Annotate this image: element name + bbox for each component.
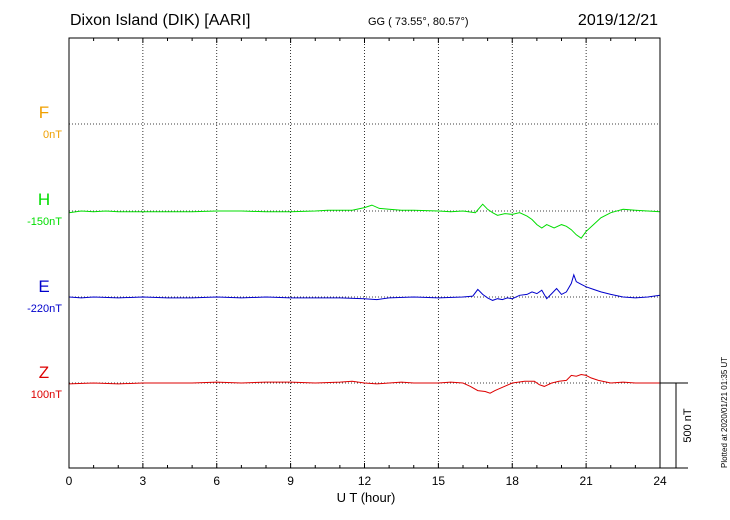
series-labels: F 0nT H -150nT E -220nT Z 100nT: [27, 103, 62, 401]
x-tick-label: 21: [579, 474, 593, 488]
chart-date: 2019/12/21: [577, 12, 658, 29]
series-lines: [68, 203, 661, 394]
x-tick-label: 18: [506, 474, 520, 488]
series-Z-offset: 100nT: [31, 389, 62, 401]
x-ticks: 0 3 6 9 12 15 18 21 24: [66, 38, 667, 488]
x-tick-label: 24: [653, 474, 667, 488]
x-tick-label: 12: [358, 474, 372, 488]
series-E-label: E: [38, 277, 49, 296]
series-Z-line: [68, 373, 660, 394]
x-tick-label: 9: [287, 474, 294, 488]
x-axis-label: U T (hour): [337, 490, 396, 505]
x-tick-label: 15: [432, 474, 446, 488]
series-F-offset: 0nT: [43, 129, 62, 141]
series-Z-label: Z: [39, 363, 49, 382]
series-H-label: H: [38, 190, 50, 209]
series-E-offset: -220nT: [27, 303, 62, 315]
x-tick-label: 0: [66, 474, 73, 488]
station-title: Dixon Island (DIK) [AARI]: [70, 12, 251, 29]
grid-lines: [69, 38, 660, 468]
geographic-coords: GG ( 73.55°, 80.57°): [368, 16, 469, 28]
series-H-offset: -150nT: [27, 216, 62, 228]
plotted-timestamp: Plotted at 2020/01/21 01:35 UT: [720, 356, 729, 468]
plot-frame-rect: [68, 37, 661, 469]
series-E-line: [68, 273, 661, 301]
x-tick-label: 6: [213, 474, 220, 488]
plot-frame: [68, 37, 661, 469]
scale-bar-label: 500 nT: [682, 408, 694, 443]
series-H-line: [68, 203, 661, 239]
series-F-label: F: [39, 103, 49, 122]
scale-bar: 500 nT: [660, 382, 694, 469]
x-tick-label: 3: [140, 474, 147, 488]
